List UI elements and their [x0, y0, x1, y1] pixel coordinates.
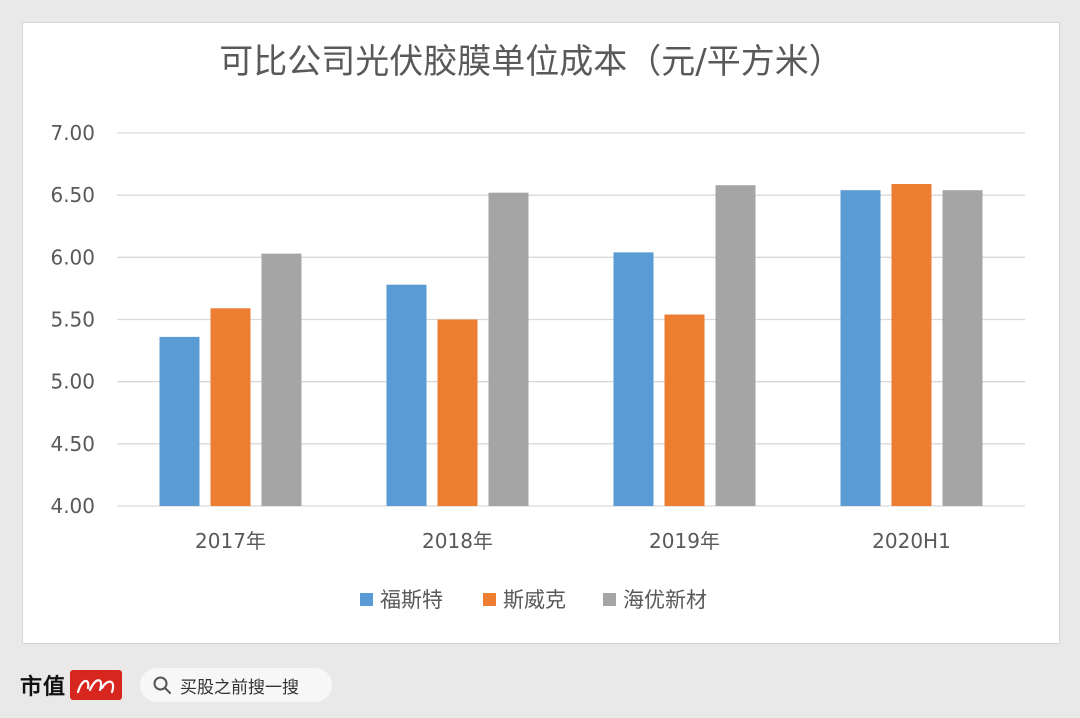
y-tick-label: 7.00	[50, 121, 95, 145]
search-icon	[153, 676, 171, 694]
bar-1-4	[840, 190, 881, 506]
x-tick-label: 2020H1	[872, 529, 951, 553]
bar-3-3	[715, 185, 756, 506]
y-axis-ticks: 4.00 4.50 5.00 5.50 6.00 6.50 7.00	[50, 121, 95, 518]
bar-3-4	[942, 190, 983, 506]
legend: 福斯特 斯威克 海优新材	[360, 588, 707, 612]
brand: 市值	[20, 668, 123, 702]
legend-label: 海优新材	[623, 588, 707, 612]
y-tick-label: 4.50	[50, 432, 95, 456]
footer-bar: 市值 买股之前搜一搜	[0, 650, 1080, 718]
x-tick-label: 2019年	[649, 529, 720, 553]
gridlines	[117, 132, 1025, 507]
chart-title: 可比公司光伏胶膜单位成本（元/平方米）	[219, 42, 842, 82]
bar-1-3	[613, 252, 654, 506]
bar-2-4	[891, 183, 932, 506]
y-tick-label: 5.00	[50, 370, 95, 394]
bar-chart: 可比公司光伏胶膜单位成本（元/平方米） 4.00 4.50 5.00 5.50 6.00…	[50, 42, 1025, 612]
x-tick-label: 2018年	[422, 529, 493, 553]
bar-3-2	[488, 192, 529, 506]
legend-label: 福斯特	[380, 588, 443, 612]
y-tick-label: 6.50	[50, 183, 95, 207]
search-placeholder: 买股之前搜一搜	[180, 677, 299, 698]
y-tick-label: 5.50	[50, 308, 95, 332]
bar-1-2	[386, 284, 427, 506]
y-tick-label: 4.00	[50, 494, 95, 518]
legend-swatch	[483, 593, 496, 606]
bar-2-1	[210, 308, 251, 506]
legend-swatch	[360, 593, 373, 606]
y-tick-label: 6.00	[50, 245, 95, 269]
brand-logo-icon	[70, 670, 123, 700]
bar-1-1	[159, 336, 200, 506]
bars	[159, 183, 983, 506]
legend-swatch	[603, 593, 616, 606]
brand-name: 市值	[20, 674, 67, 700]
bar-2-2	[437, 319, 478, 506]
bar-3-1	[261, 253, 302, 506]
x-tick-label: 2017年	[195, 529, 266, 553]
search-box[interactable]: 买股之前搜一搜	[140, 668, 332, 702]
bar-2-3	[664, 314, 705, 506]
chart-card: 可比公司光伏胶膜单位成本（元/平方米） 4.00 4.50 5.00 5.50 6.00…	[22, 22, 1060, 644]
x-axis-ticks: 2017年 2018年 2019年 2020H1	[195, 529, 951, 553]
legend-label: 斯威克	[503, 588, 566, 612]
